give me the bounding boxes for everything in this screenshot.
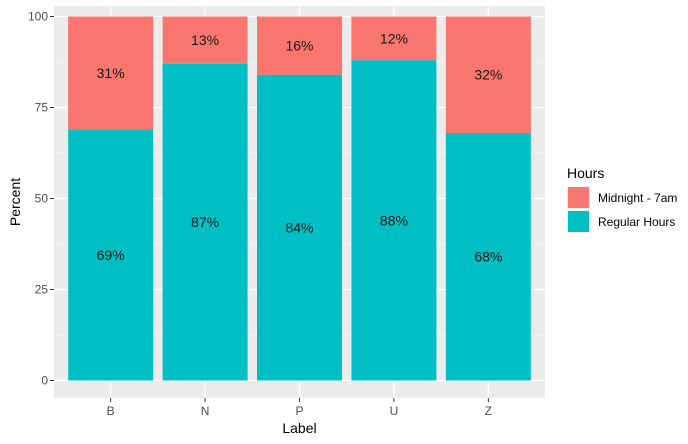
bar-regular-hours-b xyxy=(68,129,154,381)
bars xyxy=(68,16,531,381)
y-axis: 0 25 50 75 100 xyxy=(28,10,54,388)
legend-swatch xyxy=(568,187,589,208)
data-label: 32% xyxy=(474,67,502,83)
bar-midnight-7am-n xyxy=(162,16,248,64)
bar-regular-hours-n xyxy=(162,63,248,381)
bar-midnight-7am-b xyxy=(68,16,154,130)
data-label: 84% xyxy=(285,220,313,236)
x-tick-label: P xyxy=(295,404,303,418)
bar-regular-hours-p xyxy=(257,74,342,381)
x-tick-label: N xyxy=(201,404,210,418)
legend-swatch xyxy=(568,211,589,232)
bar-midnight-7am-p xyxy=(257,16,342,75)
y-tick-label: 100 xyxy=(28,10,48,24)
y-tick-label: 50 xyxy=(35,192,49,206)
data-label: 87% xyxy=(191,214,219,230)
data-label: 69% xyxy=(97,247,125,263)
legend: Hours Midnight - 7am Regular Hours xyxy=(567,165,677,233)
x-tick-label: B xyxy=(107,404,115,418)
data-label: 13% xyxy=(191,32,219,48)
data-label: 88% xyxy=(380,212,408,228)
x-axis-title: Label xyxy=(282,420,316,436)
x-tick-label: U xyxy=(390,404,399,418)
data-label: 31% xyxy=(97,65,125,81)
data-label: 16% xyxy=(285,38,313,54)
x-tick-label: Z xyxy=(485,404,492,418)
legend-label: Regular Hours xyxy=(598,215,675,229)
y-tick-label: 75 xyxy=(35,101,49,115)
y-tick-label: 0 xyxy=(41,374,48,388)
data-label: 68% xyxy=(474,249,502,265)
bar-midnight-7am-z xyxy=(445,16,531,133)
bar-regular-hours-z xyxy=(445,132,531,381)
data-labels: 69% 31% 87% 13% 84% 16% 88% 12% 68% 32% xyxy=(97,30,503,264)
data-label: 12% xyxy=(380,30,408,46)
bar-midnight-7am-u xyxy=(351,16,437,61)
y-tick-label: 25 xyxy=(35,283,49,297)
bar-regular-hours-u xyxy=(351,60,437,381)
legend-title: Hours xyxy=(567,165,604,181)
y-axis-title: Percent xyxy=(7,178,23,226)
legend-label: Midnight - 7am xyxy=(598,191,677,205)
